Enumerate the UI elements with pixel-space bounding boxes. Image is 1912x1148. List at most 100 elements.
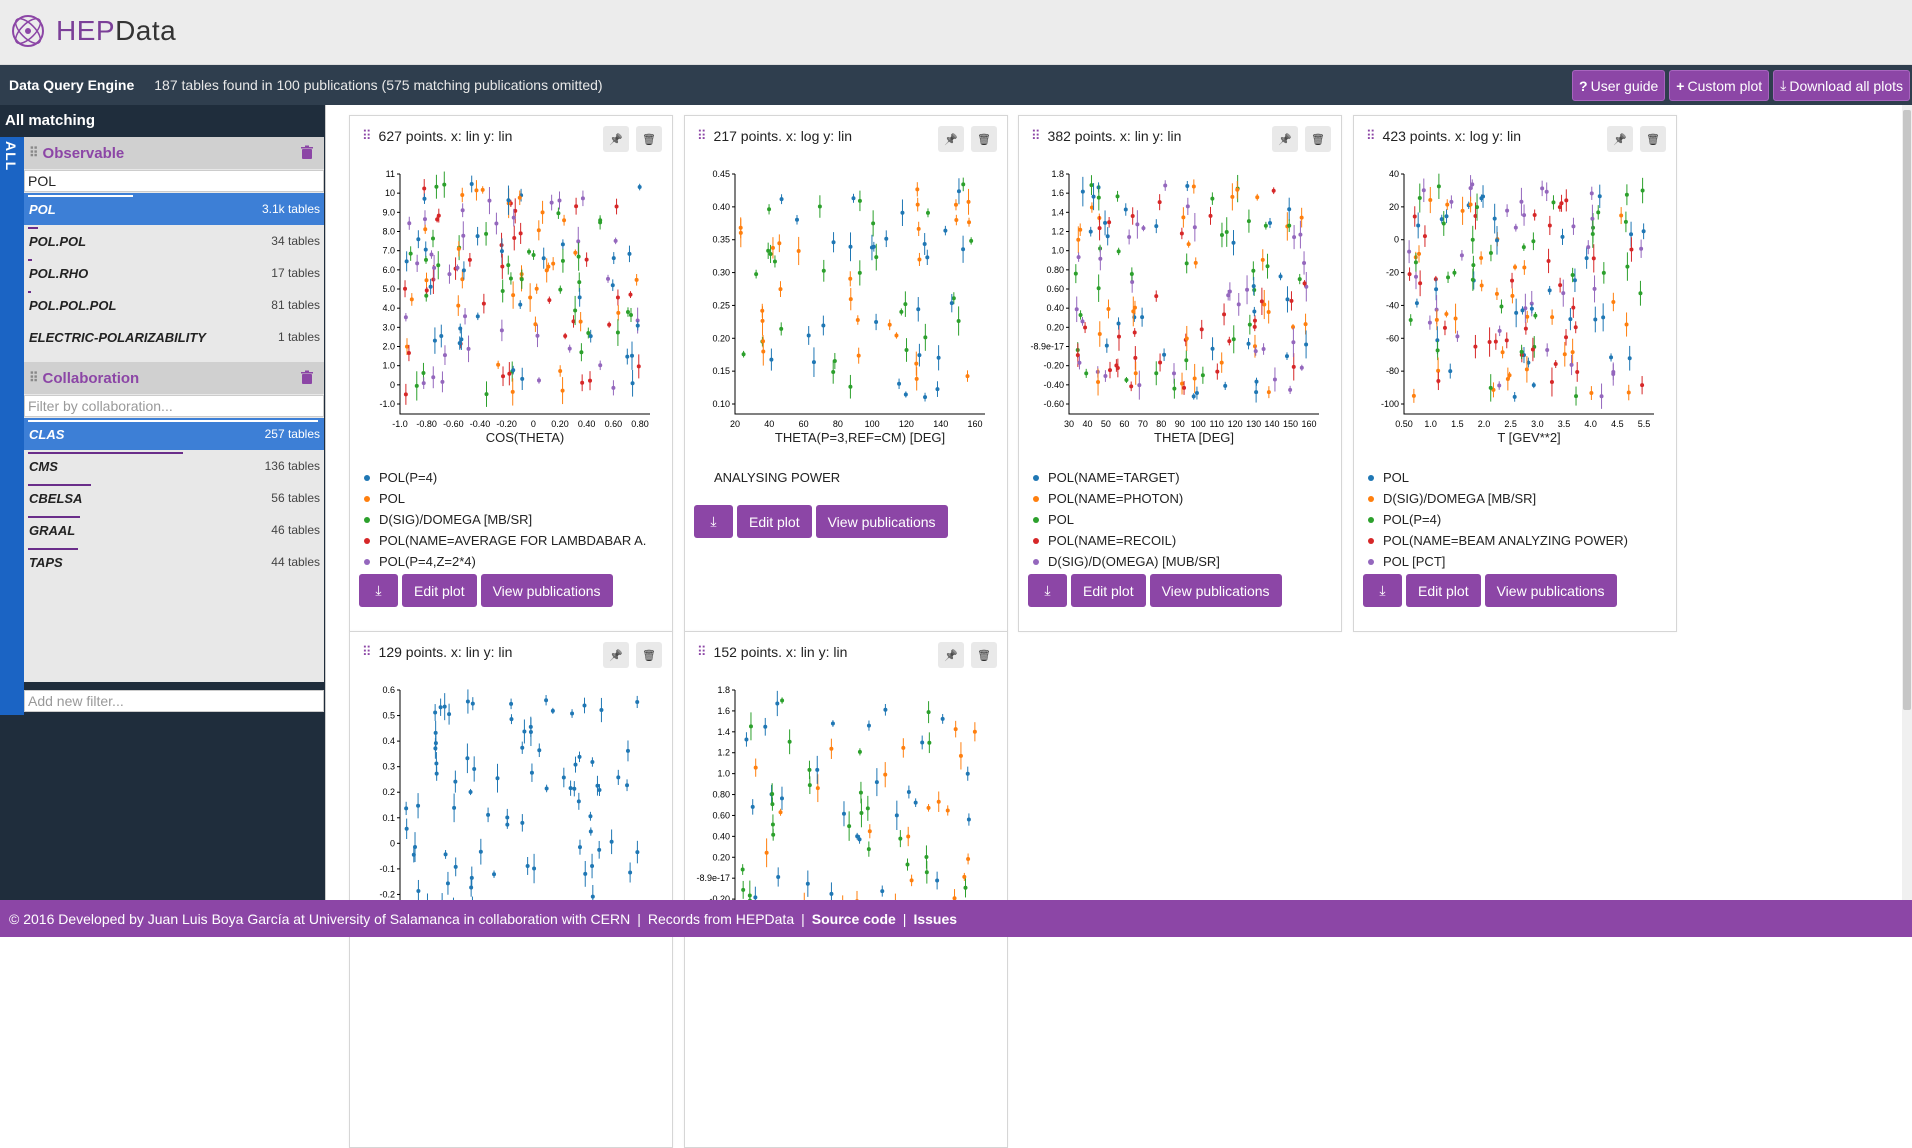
drag-handle-icon[interactable]: ⠿ (1366, 128, 1375, 143)
download-plot-button[interactable]: ⤓ (1363, 574, 1402, 607)
pin-icon[interactable]: 📌 (938, 642, 964, 668)
data-point (599, 708, 604, 713)
user-guide-button[interactable]: ? User guide (1572, 70, 1666, 101)
plot-chart[interactable]: 1.8 1.6 1.4 1.2 1.0 0.80 0.60 0.40 0.20 -8.9e-17 -… (1019, 156, 1342, 476)
legend-dot-icon (1368, 537, 1374, 544)
legend-label: POL (1383, 470, 1410, 485)
legend-item[interactable]: POL(NAME=AVERAGE FOR LAMBDABAR A. (364, 530, 646, 551)
legend-item[interactable]: POL(NAME=BEAM ANALYZING POWER) (1368, 530, 1628, 551)
edit-plot-button[interactable]: Edit plot (1406, 574, 1481, 607)
drag-handle-icon[interactable]: ⠿ (1031, 128, 1040, 143)
view-publications-button[interactable]: View publications (1484, 574, 1617, 607)
legend-item[interactable]: D(SIG)/D(OMEGA) [MUB/SR] (1033, 551, 1220, 572)
data-point (1129, 384, 1134, 389)
legend-item[interactable]: D(SIG)/DOMEGA [MB/SR] (1368, 488, 1628, 509)
delete-icon[interactable]: 🗑 (971, 642, 997, 668)
all-tab[interactable]: ALL (0, 137, 24, 715)
data-point (415, 261, 420, 266)
data-point (573, 762, 578, 767)
legend-item[interactable]: D(SIG)/DOMEGA [MB/SR] (364, 509, 646, 530)
data-point (1096, 380, 1101, 385)
data-point (577, 280, 582, 285)
legend-item[interactable]: POL [PCT] (1368, 551, 1628, 572)
legend-item[interactable]: POL(P=4,Z=2*4) (364, 551, 646, 572)
plot-chart[interactable]: 1.8 1.6 1.4 1.2 1.0 0.80 0.60 0.40 0.20 -8.9e-17 -… (685, 672, 1008, 992)
data-point (1468, 202, 1473, 207)
data-point (1199, 327, 1204, 332)
pin-icon[interactable]: 📌 (1607, 126, 1633, 152)
delete-icon[interactable]: 🗑 (636, 126, 662, 152)
drag-handle-icon[interactable]: ⠿ (697, 644, 706, 659)
data-point (1223, 383, 1228, 388)
scrollbar-thumb[interactable] (1903, 110, 1911, 710)
collaboration-item-cbelsa[interactable]: CBELSA 56 tables (24, 482, 324, 514)
collaboration-item-taps[interactable]: TAPS 44 tables (24, 546, 324, 578)
collaboration-item-cms[interactable]: CMS 136 tables (24, 450, 324, 482)
data-point (1154, 224, 1159, 229)
pin-icon[interactable]: 📌 (1272, 126, 1298, 152)
plot-axes (1403, 174, 1654, 415)
legend-item[interactable]: POL(P=4) (1368, 509, 1628, 530)
collaboration-item-clas[interactable]: CLAS 257 tables (24, 418, 324, 450)
legend-item[interactable]: POL(NAME=RECOIL) (1033, 530, 1220, 551)
observable-item-pol-rho[interactable]: POL.RHO 17 tables (24, 257, 324, 289)
view-publications-button[interactable]: View publications (480, 574, 613, 607)
data-point (440, 379, 445, 384)
drag-handle-icon[interactable]: ⠿ (29, 145, 38, 160)
drag-handle-icon[interactable]: ⠿ (29, 370, 38, 385)
edit-plot-button[interactable]: Edit plot (402, 574, 477, 607)
view-publications-button[interactable]: View publications (815, 505, 948, 538)
legend-item[interactable]: POL(NAME=PHOTON) (1033, 488, 1220, 509)
view-publications-button[interactable]: View publications (1149, 574, 1282, 607)
data-point (1252, 309, 1257, 314)
legend-item[interactable]: POL (364, 488, 646, 509)
collaboration-filter-input[interactable]: Filter by collaboration... (24, 395, 324, 417)
data-point (1154, 294, 1159, 299)
edit-plot-button[interactable]: Edit plot (1071, 574, 1146, 607)
observable-item-pol-pol[interactable]: POL.POL 34 tables (24, 225, 324, 257)
hepdata-logo[interactable]: HEPData (6, 10, 176, 52)
observable-input[interactable]: POL (24, 170, 324, 192)
delete-icon[interactable]: 🗑 (1640, 126, 1666, 152)
add-filter-input[interactable]: Add new filter... (24, 690, 324, 712)
pin-icon[interactable]: 📌 (603, 126, 629, 152)
plot-chart[interactable]: 0.60.50.40.30.20.10-0.1-0.2-0.3 (350, 672, 673, 992)
pin-icon[interactable]: 📌 (603, 642, 629, 668)
legend-dot-icon (364, 516, 370, 523)
trash-icon[interactable] (300, 370, 314, 385)
legend-item[interactable]: POL (1368, 467, 1628, 488)
observable-item-electric-polarizability[interactable]: ELECTRIC-POLARIZABILITY 1 tables (29, 329, 320, 345)
pin-icon[interactable]: 📌 (938, 126, 964, 152)
legend-item[interactable]: POL(NAME=TARGET) (1033, 467, 1220, 488)
trash-icon[interactable] (300, 145, 314, 160)
observable-item-pol[interactable]: POL 3.1k tables (24, 193, 324, 225)
data-point (923, 335, 928, 340)
issues-link[interactable]: Issues (913, 910, 958, 927)
delete-icon[interactable]: 🗑 (636, 642, 662, 668)
data-point (740, 867, 745, 872)
drag-handle-icon[interactable]: ⠿ (362, 128, 371, 143)
download-plot-button[interactable]: ⤓ (1028, 574, 1067, 607)
observable-item-pol-pol-pol[interactable]: POL.POL.POL 81 tables (24, 289, 324, 321)
observable-panel-header[interactable]: ⠿ Observable (24, 137, 324, 169)
data-point (509, 717, 514, 722)
plot-chart[interactable]: 40 20 0 -20 -40 -60 -80 -100 0.50 1.0 1.5 2.0 2.5 3.0… (1354, 156, 1677, 476)
collaboration-item-graal[interactable]: GRAAL 46 tables (24, 514, 324, 546)
delete-icon[interactable]: 🗑 (971, 126, 997, 152)
download-plot-button[interactable]: ⤓ (359, 574, 398, 607)
download-all-plots-button[interactable]: ⤓ Download all plots (1773, 70, 1910, 101)
legend-item[interactable]: POL(P=4) (364, 467, 646, 488)
delete-icon[interactable]: 🗑 (1305, 126, 1331, 152)
download-plot-button[interactable]: ⤓ (694, 505, 733, 538)
collaboration-panel-header[interactable]: ⠿ Collaboration (24, 362, 324, 394)
vertical-scrollbar[interactable] (1902, 105, 1912, 900)
plot-chart[interactable]: 11 10 9.0 8.0 7.0 6.0 5.0 4.0 3.0 2.0 1.0 0 -1.0 -1.0… (350, 156, 673, 476)
edit-plot-button[interactable]: Edit plot (737, 505, 812, 538)
drag-handle-icon[interactable]: ⠿ (697, 128, 706, 143)
legend-item[interactable]: POL (1033, 509, 1220, 530)
drag-handle-icon[interactable]: ⠿ (362, 644, 371, 659)
source-code-link[interactable]: Source code (811, 910, 896, 927)
data-point (1481, 194, 1486, 199)
custom-plot-button[interactable]: + Custom plot (1669, 70, 1770, 101)
